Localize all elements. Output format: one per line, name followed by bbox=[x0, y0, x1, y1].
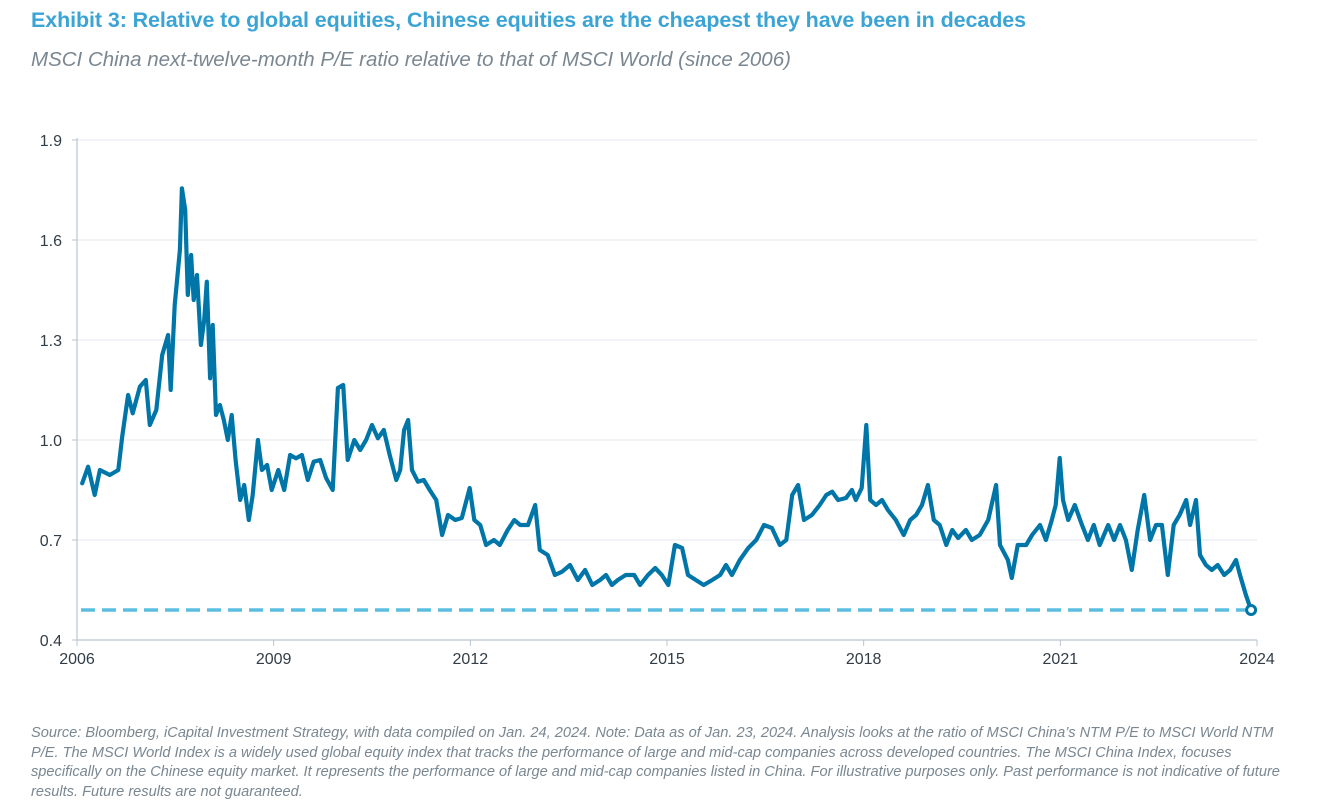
y-tick-label: 1.6 bbox=[40, 233, 62, 250]
gridlines bbox=[77, 139, 1257, 541]
y-tick-label: 0.7 bbox=[40, 533, 62, 550]
axes bbox=[76, 138, 1257, 641]
y-tick-label: 1.0 bbox=[40, 433, 62, 450]
y-tick-label: 1.3 bbox=[40, 333, 62, 350]
chart-subtitle: MSCI China next-twelve-month P/E ratio r… bbox=[31, 48, 791, 71]
source-footnote: Source: Bloomberg, iCapital Investment S… bbox=[31, 725, 1280, 800]
x-tick-label: 2024 bbox=[1239, 651, 1275, 668]
x-tick-label: 2021 bbox=[1043, 651, 1079, 668]
y-axis-ticks: 0.4 0.7 1.0 1.3 1.6 1.9 bbox=[40, 133, 77, 650]
series-line bbox=[80, 186, 1254, 613]
x-axis-ticks: 2006 2009 2012 2015 2018 2021 2024 bbox=[59, 640, 1275, 668]
y-tick-label: 1.9 bbox=[40, 133, 62, 150]
x-tick-label: 2012 bbox=[453, 651, 489, 668]
latest-value-marker bbox=[1245, 604, 1258, 616]
line-chart: 0.40.71.01.31.61.9 2006 2009 2012 2015 2018 2… bbox=[40, 133, 1275, 668]
x-tick-label: 2018 bbox=[846, 651, 882, 668]
chart-title: Exhibit 3: Relative to global equities, … bbox=[31, 8, 1026, 32]
x-tick-label: 2006 bbox=[59, 651, 95, 668]
x-tick-label: 2015 bbox=[649, 651, 685, 668]
x-tick-label: 2009 bbox=[256, 651, 292, 668]
y-tick-label: 0.4 bbox=[40, 633, 62, 650]
series-group bbox=[80, 186, 1258, 616]
